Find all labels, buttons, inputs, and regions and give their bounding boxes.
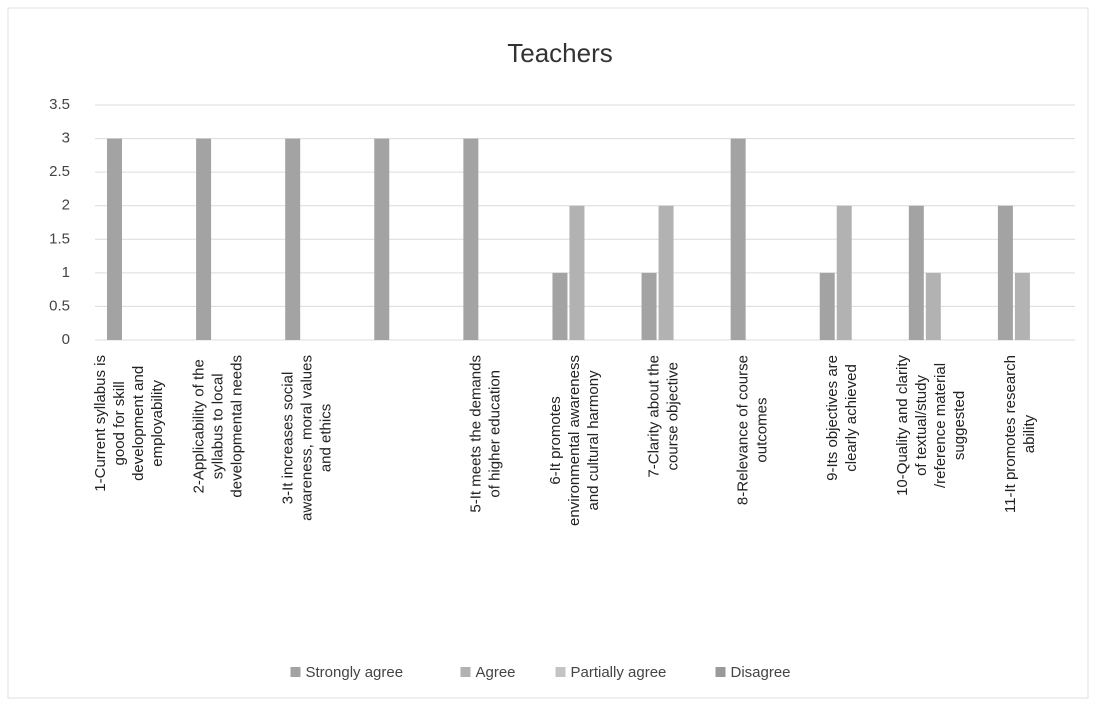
bar [374,138,390,340]
legend-label: Agree [476,664,516,681]
x-tick-label: 8-Relevance of course outcomes [735,355,771,505]
y-tick-label: 3 [62,130,70,147]
bar [107,138,122,340]
bar [997,205,1013,340]
bar [285,138,301,340]
bar [819,272,835,340]
bar [463,138,479,340]
y-tick-label: 2 [62,197,70,214]
chart-frame [7,7,1089,699]
x-tick-label: 6-It promotes environmental awareness and … [547,355,602,526]
bar [569,205,585,340]
bar [730,138,746,340]
x-tick-label: 9-Its objectives are clearly achieved [824,355,860,481]
legend-label: Disagree [731,664,791,681]
x-tick-label: 2-Applicability of the syllabus to local d… [191,355,246,498]
bar [641,272,657,340]
legend-swatch [290,667,301,677]
x-tick-label: 11-It promotes research ability [1002,355,1038,513]
bar [658,205,674,340]
y-tick-label: 1.5 [49,230,70,247]
bar [908,205,924,340]
bar [925,272,941,340]
x-tick-label: 3-It increases social awareness, moral va… [280,355,335,521]
bar [552,272,568,340]
legend-label: Strongly agree [306,664,404,681]
x-tick-label: 10-Quality and clarity of textual/study/r… [894,355,968,496]
legend-swatch [555,667,566,677]
y-tick-label: 1 [62,264,70,281]
legend-swatch [460,667,471,677]
x-tick-label: 5-It meets the demands of higher educatio… [467,355,503,513]
legend-label: Partially agree [571,664,667,681]
chart-title: Teachers [507,38,613,68]
legend-swatch [715,667,726,677]
y-tick-label: 2.5 [49,163,70,180]
y-tick-label: 0.5 [49,297,70,314]
y-tick-label: 0 [62,331,70,348]
bar [196,138,212,340]
bar [1014,272,1030,340]
y-tick-label: 3.5 [49,96,70,113]
bar [836,205,852,340]
x-tick-label: 7-Clarity about the course objective [646,355,682,478]
x-tick-label: 1-Current syllabus is good for skill devel… [92,355,166,492]
